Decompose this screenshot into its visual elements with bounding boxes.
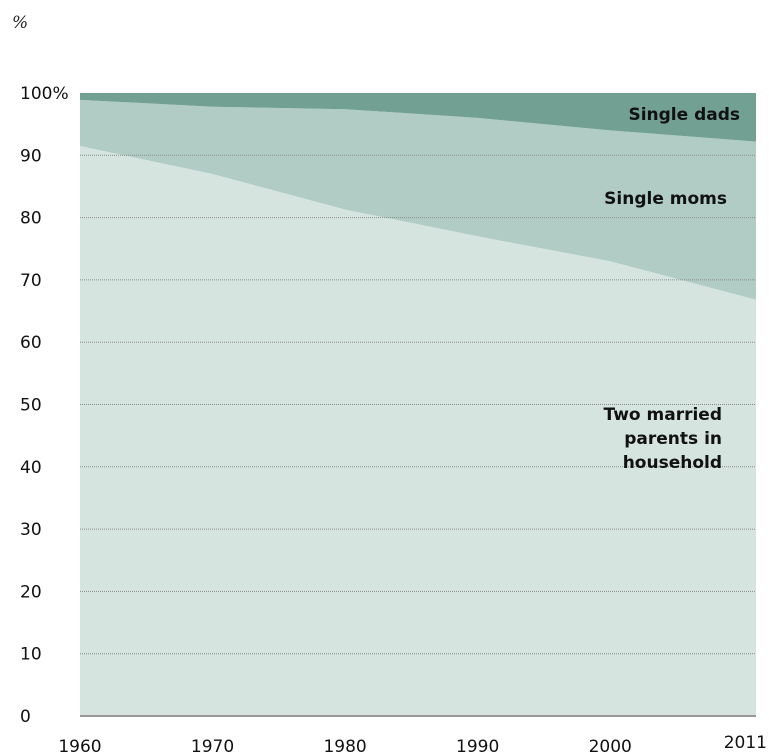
area-single-moms <box>80 99 756 300</box>
gridlines <box>80 154 756 655</box>
area-single-dads <box>80 93 756 142</box>
area-label-line: household <box>623 453 722 473</box>
x-tick-label: 1980 <box>323 737 366 756</box>
x-tick-label: 2011 <box>724 733 767 753</box>
x-tick-label: 1990 <box>456 737 499 756</box>
axes: 0 10 20 30 40 50 60 70 80 90 100% 1960 1970 1980 1990 2… <box>20 84 767 756</box>
area-series <box>80 93 756 716</box>
y-tick-label: 70 <box>20 271 42 291</box>
y-tick-label: 80 <box>20 209 42 229</box>
x-tick-label: 1960 <box>58 737 101 756</box>
y-tick-label: 10 <box>20 645 42 665</box>
y-tick-label: 90 <box>20 146 42 166</box>
area-labels: Single dads Single moms Two married parents… <box>603 105 740 473</box>
y-tick-label: 20 <box>20 582 42 602</box>
y-tick-label: 50 <box>20 396 42 416</box>
area-label-line: Single dads <box>628 105 740 125</box>
y-tick-label: 0 <box>20 707 31 727</box>
area-label-line: Single moms <box>604 189 727 209</box>
unit-label: % <box>12 13 28 33</box>
area-label-line: Two married <box>603 405 722 425</box>
x-tick-label: 2000 <box>589 737 632 756</box>
y-tick-label: 100% <box>20 84 69 104</box>
area-two-married-parents <box>80 146 756 716</box>
x-tick-label: 1970 <box>191 737 234 756</box>
area-label-line: parents in <box>624 429 722 449</box>
y-tick-label: 60 <box>20 333 42 353</box>
y-tick-label: 30 <box>20 520 42 540</box>
y-tick-label: 40 <box>20 458 42 478</box>
